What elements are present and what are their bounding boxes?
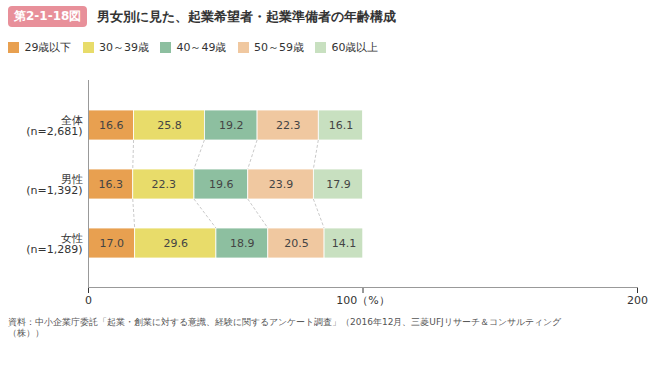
svg-text:22.3: 22.3: [276, 119, 301, 132]
svg-text:17.0: 17.0: [100, 237, 125, 250]
svg-text:23.9: 23.9: [269, 178, 294, 191]
svg-text:18.9: 18.9: [230, 237, 255, 250]
svg-text:19.2: 19.2: [219, 119, 244, 132]
html-text:第2-1-18図: 第2-1-18図: [14, 9, 82, 23]
html-text:40～49歳: 40～49歳: [176, 41, 227, 54]
svg-text:14.1: 14.1: [332, 237, 357, 250]
svg-text:22.3: 22.3: [152, 178, 177, 191]
svg-text:20.5: 20.5: [284, 237, 309, 250]
html-text:（株））: （株））: [8, 327, 44, 338]
html-text:資料：中小企業庁委託「起業・創業に対する意識、経験に関するア: 資料：中小企業庁委託「起業・創業に対する意識、経験に関するアンケート調査」（20…: [8, 316, 561, 327]
svg-text:女性(n=1,289): 女性(n=1,289): [26, 231, 82, 255]
svg-text:200: 200: [627, 294, 648, 307]
html-text:50～59歳: 50～59歳: [254, 41, 304, 54]
svg-text:男性(n=1,392): 男性(n=1,392): [26, 172, 82, 196]
svg-text:17.9: 17.9: [326, 178, 351, 191]
html-text:男女別に見た、起業希望者・起業準備者の年齢構成: 男女別に見た、起業希望者・起業準備者の年齢構成: [97, 8, 397, 24]
svg-text:25.8: 25.8: [157, 119, 182, 132]
html-text:60歳以上: 60歳以上: [331, 41, 379, 54]
svg-text:29.6: 29.6: [164, 237, 189, 250]
svg-text:全体(n=2,681): 全体(n=2,681): [26, 113, 82, 137]
svg-text:16.3: 16.3: [99, 178, 124, 191]
svg-text:0: 0: [85, 294, 92, 307]
svg-text:16.6: 16.6: [99, 119, 124, 132]
svg-text:100（%）: 100（%）: [336, 294, 389, 307]
html-text:30～39歳: 30～39歳: [99, 41, 149, 54]
html-text:29歳以下: 29歳以下: [24, 41, 72, 54]
svg-text:16.1: 16.1: [329, 119, 354, 132]
svg-text:19.6: 19.6: [209, 178, 234, 191]
